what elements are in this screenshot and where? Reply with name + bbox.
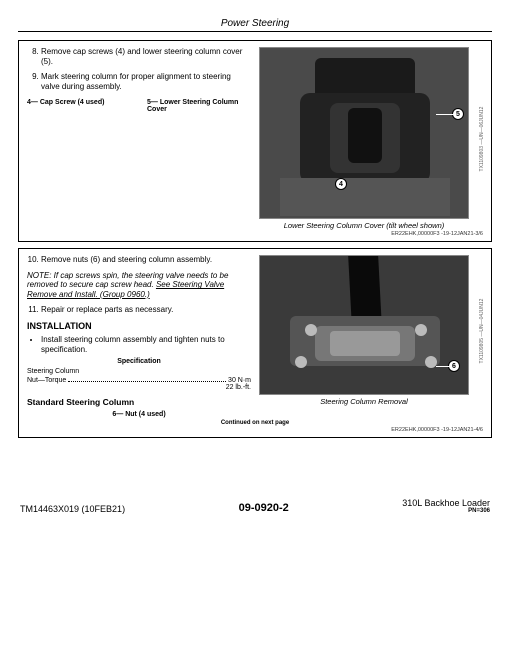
footer-right: 310L Backhoe Loader PN=306	[402, 498, 490, 514]
legend-5: 5— Lower Steering Column Cover	[147, 99, 251, 113]
block2-right: 6 TX1109805 —UN—04JUN12 Steering Column …	[259, 255, 483, 418]
block-1: Remove cap screws (4) and lower steering…	[18, 40, 492, 242]
page: Power Steering Remove cap screws (4) and…	[0, 0, 510, 524]
spec-val2: 22 lb.-ft.	[27, 384, 251, 391]
install-bullets: Install steering column assembly and tig…	[27, 335, 251, 354]
legend-6: 6— Nut (4 used)	[27, 411, 251, 418]
figure-1-wrap: 4 5 TX1109803 —UN—06JUN12 Lower Steering…	[259, 47, 469, 230]
continued: Continued on next page	[27, 420, 483, 426]
legend-4: 4— Cap Screw (4 used)	[27, 99, 131, 113]
step-8: Remove cap screws (4) and lower steering…	[41, 47, 251, 66]
figure-1: 4 5	[259, 47, 469, 219]
figure-1-sidecode: TX1109803 —UN—06JUN12	[479, 106, 485, 171]
figure-2-caption: Steering Column Removal	[259, 397, 469, 406]
block1-code: ER22EHK,00000F3 -19-12JAN21-3/6	[27, 231, 483, 237]
step-11: Repair or replace parts as necessary.	[41, 305, 251, 315]
installation-heading: INSTALLATION	[27, 321, 251, 331]
step-9: Mark steering column for proper alignmen…	[41, 72, 251, 91]
step-10: Remove nuts (6) and steering column asse…	[41, 255, 251, 265]
legend-row-1: 4— Cap Screw (4 used) 5— Lower Steering …	[27, 99, 251, 113]
footer-mid: 09-0920-2	[239, 502, 289, 514]
figure-1-caption: Lower Steering Column Cover (tilt wheel …	[259, 221, 469, 230]
figure-2-wrap: 6 TX1109805 —UN—04JUN12 Steering Column …	[259, 255, 469, 406]
note: NOTE: If cap screws spin, the steering v…	[27, 271, 251, 300]
block1-right: 4 5 TX1109803 —UN—06JUN12 Lower Steering…	[259, 47, 483, 230]
spec-group: Steering Column	[27, 367, 251, 376]
figure-2: 6	[259, 255, 469, 395]
block2-left: Remove nuts (6) and steering column asse…	[27, 255, 251, 418]
spec-title: Specification	[27, 358, 251, 365]
block-2: Remove nuts (6) and steering column asse…	[18, 248, 492, 438]
sub-heading: Standard Steering Column	[27, 397, 251, 407]
steps-list-3: Repair or replace parts as necessary.	[27, 305, 251, 315]
callout-4: 4	[335, 178, 347, 190]
spec-row: Nut—Torque 30 N·m	[27, 376, 251, 384]
spec-val1: 30 N·m	[228, 377, 251, 384]
steps-list-1: Remove cap screws (4) and lower steering…	[27, 47, 251, 91]
block1-left: Remove cap screws (4) and lower steering…	[27, 47, 251, 230]
spec-dots	[68, 376, 226, 382]
block2-code: ER22EHK,00000F3 -19-12JAN21-4/6	[27, 427, 483, 433]
install-bullet-1: Install steering column assembly and tig…	[41, 335, 251, 354]
section-title: Power Steering	[18, 18, 492, 32]
spec-label: Nut—Torque	[27, 377, 66, 384]
steps-list-2: Remove nuts (6) and steering column asse…	[27, 255, 251, 265]
footer: TM14463X019 (10FEB21) 09-0920-2 310L Bac…	[18, 498, 492, 514]
footer-left: TM14463X019 (10FEB21)	[20, 504, 125, 514]
figure-2-sidecode: TX1109805 —UN—04JUN12	[479, 298, 485, 363]
